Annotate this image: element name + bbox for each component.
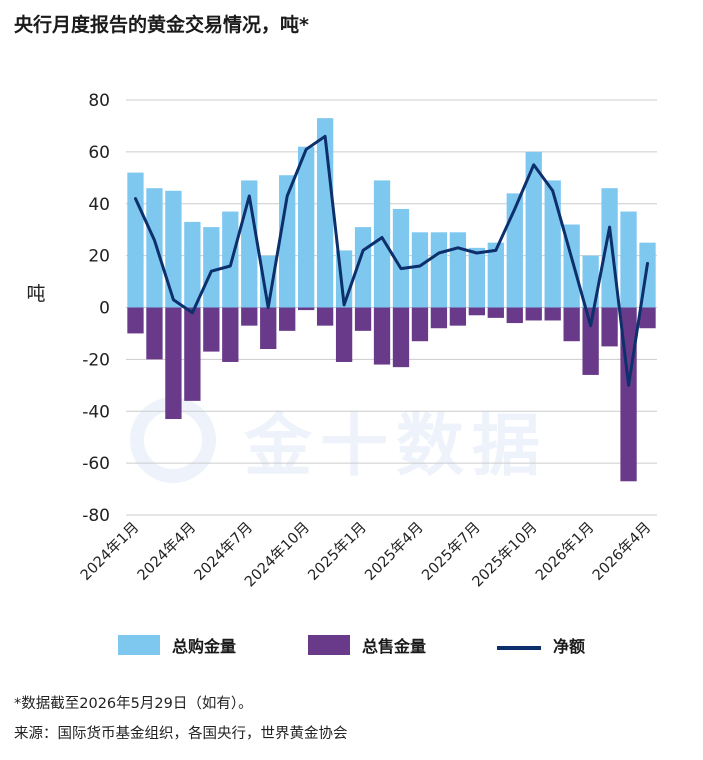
bar-sell bbox=[563, 307, 580, 342]
bar-buy bbox=[601, 188, 618, 308]
y-tick-label: 40 bbox=[88, 195, 110, 215]
bar-buy bbox=[544, 180, 561, 308]
x-tick-label: 2024年1月 bbox=[77, 519, 142, 584]
bar-sell bbox=[184, 307, 201, 401]
bar-sell bbox=[279, 307, 296, 331]
bar-buy bbox=[525, 151, 542, 308]
bar-buy bbox=[127, 172, 144, 308]
legend-swatch-buy bbox=[118, 635, 160, 655]
bar-sell bbox=[468, 307, 485, 316]
y-tick-label: -20 bbox=[82, 350, 110, 370]
x-tick-label: 2025年4月 bbox=[362, 519, 427, 584]
bar-buy bbox=[506, 193, 523, 308]
y-axis-label: 吨 bbox=[26, 283, 45, 305]
bar-sell bbox=[316, 307, 334, 326]
source-note: 来源：国际货币基金组织，各国央行，世界黄金协会 bbox=[14, 726, 348, 742]
bar-sell bbox=[525, 307, 542, 321]
legend-label-net: 净额 bbox=[553, 637, 586, 656]
y-tick-label: 60 bbox=[88, 143, 110, 163]
legend-swatch-net bbox=[497, 645, 541, 650]
bar-sell bbox=[544, 307, 561, 321]
bar-buy bbox=[392, 208, 410, 308]
bar-buy bbox=[203, 227, 220, 308]
x-tick-label: 2026年1月 bbox=[532, 519, 597, 584]
bar-buy bbox=[620, 211, 637, 308]
y-tick-label: -80 bbox=[82, 506, 110, 526]
y-tick-label: 20 bbox=[88, 247, 110, 267]
bar-sell bbox=[392, 307, 410, 368]
bar-sell bbox=[639, 307, 656, 329]
y-tick-label: 80 bbox=[88, 91, 110, 111]
footnote: *数据截至2026年5月29日（如有）。 bbox=[14, 696, 253, 712]
bar-buy bbox=[411, 232, 429, 308]
legend-item-sell: 总售金量 bbox=[308, 633, 426, 657]
bar-buy bbox=[373, 180, 391, 308]
chart-svg: 806040200-20-40-60-80吨2024年1月2024年4月2024… bbox=[26, 91, 657, 590]
bar-buy bbox=[260, 255, 277, 308]
y-tick-label: -40 bbox=[82, 402, 110, 422]
x-tick-label: 2026年4月 bbox=[589, 519, 654, 584]
legend-label-sell: 总售金量 bbox=[362, 637, 427, 656]
bar-buy bbox=[449, 232, 467, 308]
y-tick-label: 0 bbox=[99, 299, 110, 319]
x-tick-label: 2025年1月 bbox=[305, 519, 370, 584]
legend-label-buy: 总购金量 bbox=[172, 637, 237, 656]
bar-sell bbox=[241, 307, 258, 326]
legend-item-net: 净额 bbox=[497, 637, 585, 657]
bar-buy bbox=[582, 255, 599, 308]
bar-buy bbox=[279, 175, 296, 308]
bar-sell bbox=[582, 307, 599, 375]
bar-sell bbox=[222, 307, 239, 362]
bar-buy bbox=[146, 188, 163, 308]
bar-sell bbox=[601, 307, 618, 347]
bar-sell bbox=[449, 307, 467, 326]
bar-sell bbox=[411, 307, 429, 342]
legend: 总购金量 总售金量 净额 bbox=[0, 633, 703, 663]
bar-sell bbox=[203, 307, 220, 352]
y-tick-label: -60 bbox=[82, 454, 110, 474]
net-line bbox=[134, 134, 649, 387]
bar-sell bbox=[298, 307, 315, 311]
bar-buy bbox=[487, 242, 504, 308]
bar-sell bbox=[165, 307, 182, 420]
bar-sell bbox=[506, 307, 523, 324]
legend-item-buy: 总购金量 bbox=[118, 633, 236, 657]
bar-buy bbox=[222, 211, 239, 308]
bar-sell bbox=[430, 307, 448, 329]
bar-buy bbox=[430, 232, 448, 308]
x-tick-label: 2024年4月 bbox=[134, 519, 199, 584]
bar-sell bbox=[373, 307, 391, 365]
bar-sell bbox=[335, 307, 353, 362]
bar-sell bbox=[487, 307, 504, 318]
bar-sell bbox=[146, 307, 163, 360]
bar-buy bbox=[184, 221, 201, 308]
legend-swatch-sell bbox=[308, 635, 350, 655]
chart-title: 央行月度报告的黄金交易情况，吨* bbox=[14, 14, 309, 36]
bar-sell bbox=[354, 307, 372, 331]
bar-buy bbox=[468, 247, 485, 308]
bar-sell bbox=[260, 307, 277, 349]
bar-buy bbox=[165, 190, 182, 308]
bar-buy bbox=[298, 146, 315, 308]
bar-sell bbox=[127, 307, 144, 334]
